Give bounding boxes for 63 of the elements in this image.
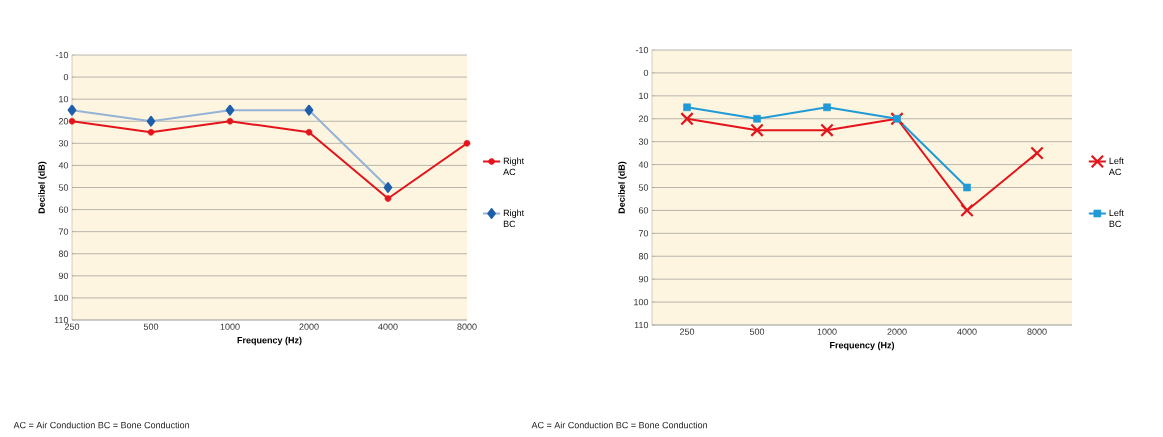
y-tick-label: 90 (58, 272, 69, 280)
y-tick-label: 0 (63, 73, 69, 81)
point (1030, 146, 1044, 160)
point (820, 123, 834, 137)
y-tick-label: 80 (58, 250, 69, 257)
y-tick-label: 70 (58, 228, 69, 235)
point (384, 195, 392, 202)
x-tick-label: 1000 (817, 328, 837, 335)
legend-label: Left BC (1109, 209, 1124, 228)
y-tick-label: 90 (638, 275, 649, 283)
x-tick-label: 2000 (887, 328, 907, 335)
y-tick-label: 50 (638, 184, 649, 191)
x-tick-label: 500 (749, 328, 765, 335)
x-tick-label: 4000 (378, 323, 398, 330)
point (960, 203, 974, 218)
x-tick-label: 8000 (457, 323, 477, 330)
point (753, 114, 761, 123)
y-tick-label: 100 (634, 298, 649, 306)
y-tick-label: 30 (638, 138, 649, 145)
y-tick-label: -10 (55, 51, 69, 59)
point (963, 183, 971, 192)
y-tick-label: 10 (59, 95, 69, 103)
x-tick-label: 1000 (220, 323, 240, 330)
legend-label: Left AC (1108, 157, 1124, 176)
x-tick-label: 250 (679, 328, 695, 335)
x-axis-title: Frequency (Hz) (237, 336, 302, 346)
x-tick-label: 500 (143, 323, 159, 330)
y-tick-label: 10 (639, 92, 649, 100)
x-tick-label: 2000 (299, 323, 319, 330)
x-tick-label: 4000 (957, 328, 977, 335)
y-tick-label: 70 (638, 230, 649, 237)
y-tick-label: 50 (58, 184, 69, 191)
text: AC = Air Conduction BC = Bone Conduction (13, 421, 190, 429)
text: AC = Air Conduction BC = Bone Conduction (531, 421, 708, 429)
y-axis-title: Decibel (dB) (38, 161, 47, 214)
point (750, 123, 764, 137)
y-tick-label: 0 (643, 69, 649, 77)
point (68, 117, 76, 125)
y-axis-title: Decibel (dB) (618, 161, 627, 214)
y-tick-label: 20 (638, 115, 649, 122)
y-tick-label: 110 (54, 316, 69, 324)
x-tick-label: 250 (64, 323, 80, 330)
y-tick-label: 30 (58, 140, 69, 147)
point (823, 103, 831, 112)
legend-label: Right AC (503, 157, 525, 176)
y-tick-label: -10 (635, 46, 649, 54)
point (305, 128, 313, 136)
point (226, 117, 234, 125)
legend-label: Right BC (503, 209, 525, 228)
y-tick-label: 60 (638, 207, 649, 214)
y-tick-label: 100 (54, 294, 69, 302)
x-tick-label: 8000 (1027, 328, 1047, 335)
point (680, 112, 694, 126)
y-tick-label: 20 (58, 118, 69, 125)
y-tick-label: 60 (58, 206, 69, 213)
point (683, 103, 691, 112)
y-tick-label: 80 (638, 253, 649, 260)
y-tick-label: 40 (638, 161, 649, 168)
point (463, 140, 471, 147)
y-tick-label: 40 (58, 162, 69, 169)
x-axis-title: Frequency (Hz) (830, 341, 895, 351)
y-tick-label: 110 (634, 321, 649, 329)
point (147, 128, 155, 136)
